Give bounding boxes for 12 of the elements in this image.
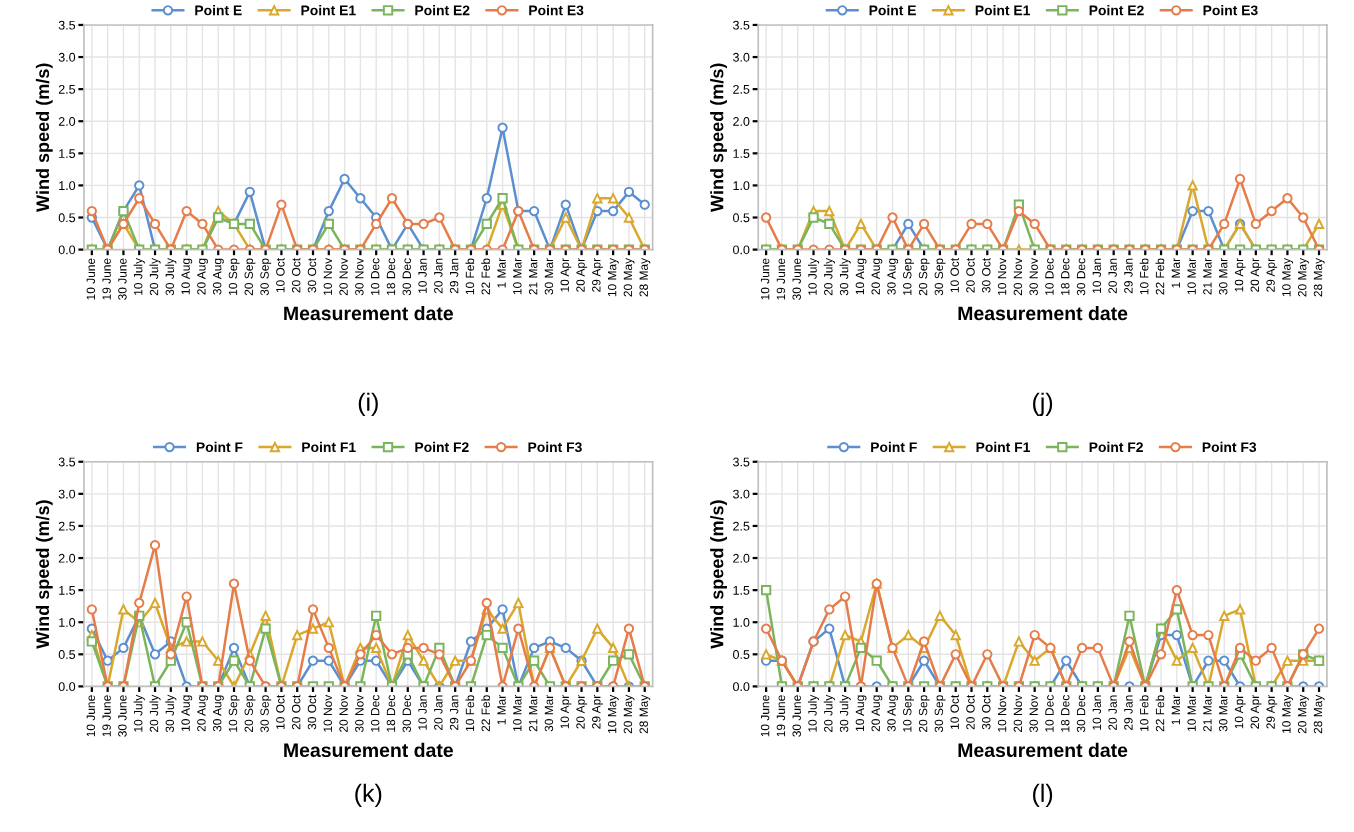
x-axis-title: Measurement date (284, 742, 453, 758)
x-axis-title: Measurement date (958, 742, 1128, 758)
text: (k) (355, 783, 382, 808)
x-axis-title: Measurement date (284, 305, 453, 321)
y-axis-title: Wind speed (m/s) (710, 63, 727, 212)
text: (j) (1033, 392, 1053, 416)
text: (i) (358, 392, 378, 416)
text: (l) (1033, 783, 1053, 808)
y-axis-title: Wind speed (m/s) (710, 500, 727, 649)
x-axis-title: Measurement date (958, 305, 1128, 321)
y-axis-title: Wind speed (m/s) (35, 500, 53, 649)
y-axis-title: Wind speed (m/s) (35, 63, 53, 212)
